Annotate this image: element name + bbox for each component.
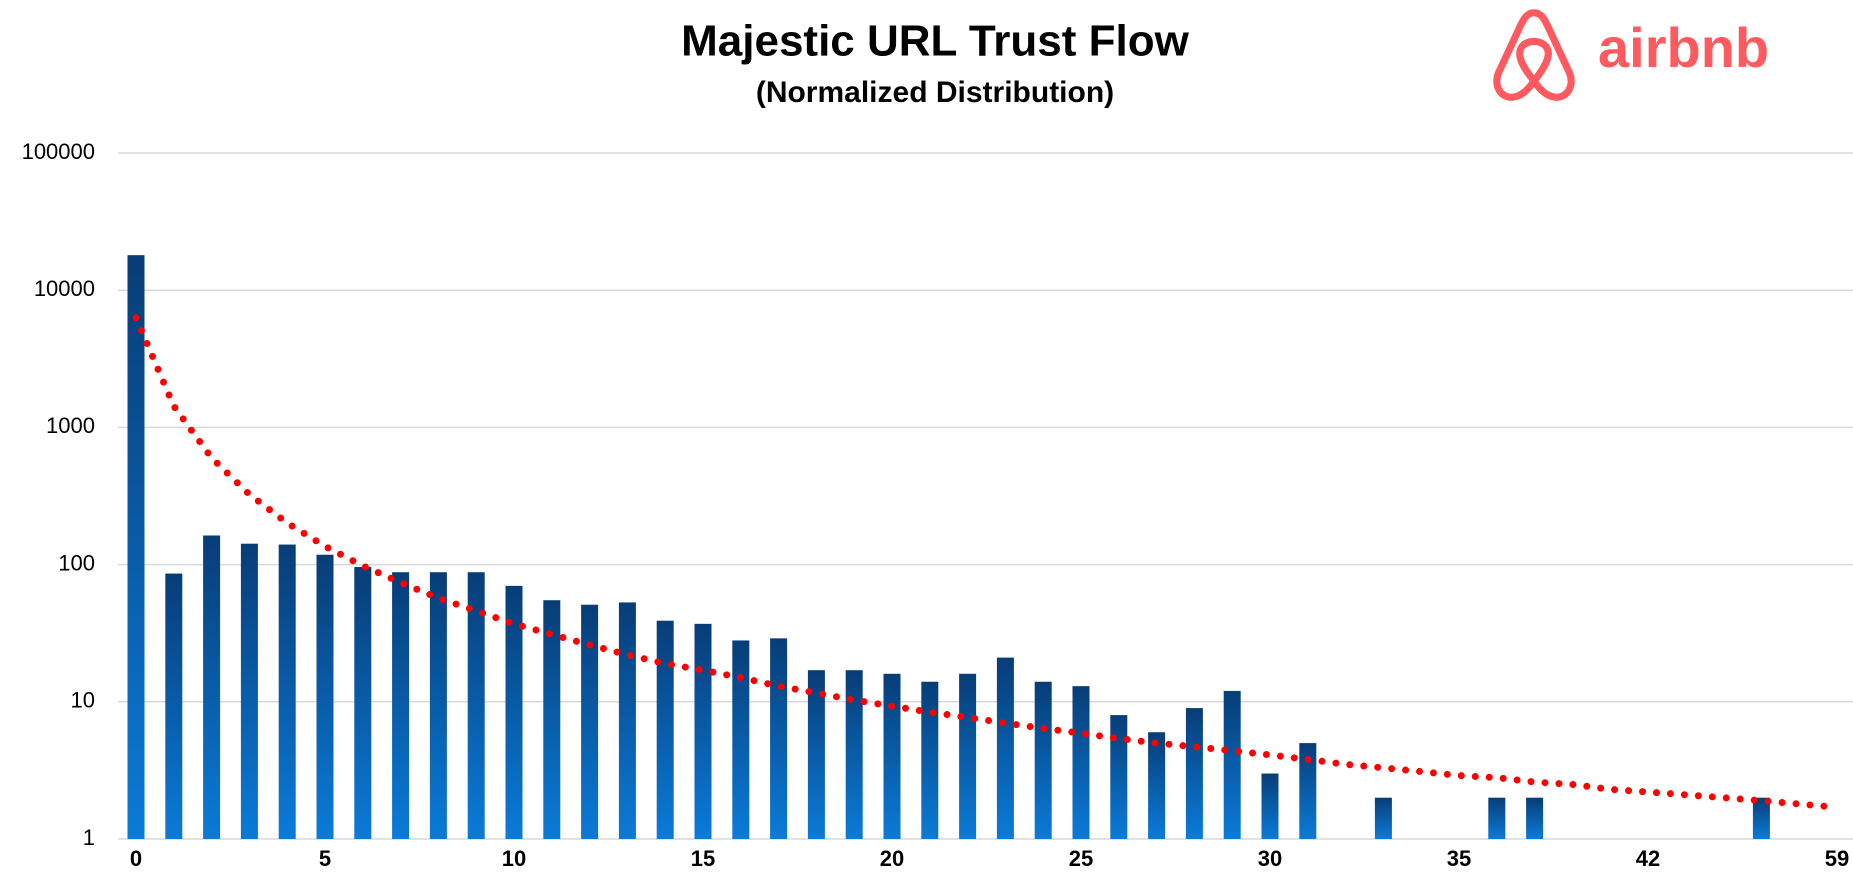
x-tick-label: 20 <box>880 846 904 871</box>
bar <box>694 623 712 839</box>
chart-title: Majestic URL Trust Flow <box>681 17 1189 66</box>
bar <box>1110 715 1128 839</box>
bar <box>1072 686 1090 839</box>
x-tick-label: 35 <box>1447 846 1471 871</box>
x-tick-label: 59 <box>1825 846 1849 871</box>
bar <box>618 602 636 839</box>
chart-subtitle: (Normalized Distribution) <box>756 76 1114 109</box>
bar <box>1526 797 1544 839</box>
logo-icon <box>1493 9 1575 101</box>
bar <box>505 585 523 839</box>
bar <box>1148 732 1166 839</box>
bar <box>354 567 372 839</box>
y-tick-label: 10 <box>71 688 95 713</box>
bar <box>845 670 863 839</box>
bar <box>392 572 410 839</box>
x-tick-label: 0 <box>130 846 142 871</box>
y-tick-label: 100 <box>58 550 95 575</box>
brand-name: airbnb <box>1598 16 1769 79</box>
bar <box>467 572 485 839</box>
bar <box>127 255 145 839</box>
bar <box>1223 690 1241 839</box>
trendline <box>132 314 1841 811</box>
bar <box>921 681 939 839</box>
x-tick-label: 30 <box>1258 846 1282 871</box>
bar <box>581 604 599 839</box>
bar <box>165 573 183 839</box>
bar <box>959 673 977 839</box>
x-tick-label: 10 <box>502 846 526 871</box>
bar <box>316 554 334 839</box>
brand-logo <box>1493 9 1575 101</box>
bar <box>240 543 258 839</box>
bar <box>1034 681 1052 839</box>
bar <box>1488 797 1506 839</box>
bar <box>429 572 447 839</box>
y-tick-label: 100000 <box>22 139 95 164</box>
x-tick-label: 5 <box>319 846 331 871</box>
x-tick-label: 15 <box>691 846 715 871</box>
bar <box>1752 797 1770 839</box>
y-tick-label: 1 <box>83 825 95 850</box>
x-tick-label: 25 <box>1069 846 1093 871</box>
bar <box>770 638 788 839</box>
bar <box>1261 773 1279 839</box>
bar <box>1374 797 1392 839</box>
bar <box>278 544 296 839</box>
bar <box>203 535 221 839</box>
bar <box>732 640 750 839</box>
x-tick-label: 42 <box>1636 846 1660 871</box>
bar <box>656 620 674 839</box>
y-tick-label: 10000 <box>34 276 95 301</box>
bar <box>1185 708 1203 839</box>
y-tick-label: 1000 <box>46 413 95 438</box>
bar <box>996 657 1014 839</box>
bar <box>807 670 825 839</box>
bar <box>883 673 901 839</box>
bar <box>1299 743 1317 839</box>
bar <box>543 600 561 839</box>
